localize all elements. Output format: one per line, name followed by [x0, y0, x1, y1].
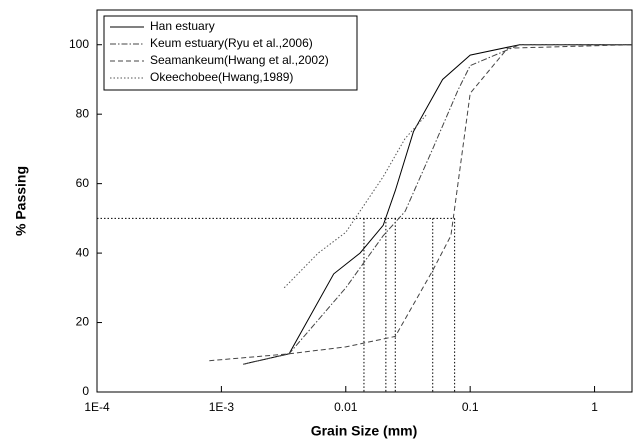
x-tick-label: 1E-3: [209, 400, 235, 414]
y-tick-label: 0: [82, 384, 89, 398]
y-tick-label: 100: [69, 37, 89, 51]
x-tick-label: 1: [591, 400, 598, 414]
x-tick-label: 0.1: [462, 400, 479, 414]
x-tick-label: 1E-4: [84, 400, 110, 414]
x-tick-label: 0.01: [334, 400, 358, 414]
y-axis-label: % Passing: [13, 166, 29, 236]
series-line: [243, 44, 632, 365]
x-axis-label: Grain Size (mm): [311, 423, 418, 439]
series-line: [243, 44, 632, 365]
y-tick-label: 60: [76, 176, 90, 190]
legend-label: Okeechobee(Hwang,1989): [150, 70, 293, 84]
series-line: [283, 113, 428, 289]
plot-frame: [96, 9, 633, 393]
legend-label: Seamankeum(Hwang et al.,2002): [150, 53, 329, 67]
y-tick-label: 80: [76, 106, 90, 120]
y-tick-label: 40: [76, 245, 90, 259]
legend-label: Han estuary: [150, 19, 215, 33]
legend-label: Keum estuary(Ryu et al.,2006): [150, 36, 313, 50]
y-tick-label: 20: [76, 315, 90, 329]
series-line: [209, 44, 633, 362]
legend-box: [103, 15, 358, 91]
